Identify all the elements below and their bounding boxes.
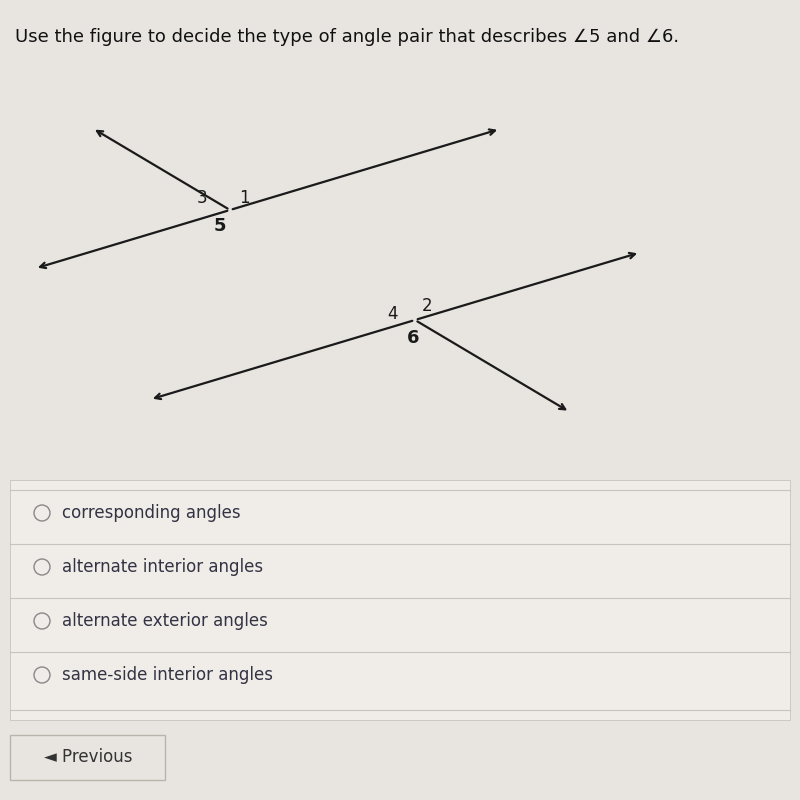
Text: Use the figure to decide the type of angle pair that describes ∠5 and ∠6.: Use the figure to decide the type of ang… bbox=[15, 28, 679, 46]
Text: alternate exterior angles: alternate exterior angles bbox=[62, 612, 268, 630]
Text: alternate interior angles: alternate interior angles bbox=[62, 558, 263, 576]
Text: 5: 5 bbox=[214, 217, 226, 235]
Text: 2: 2 bbox=[422, 297, 432, 315]
FancyBboxPatch shape bbox=[10, 735, 165, 780]
Text: corresponding angles: corresponding angles bbox=[62, 504, 241, 522]
Text: ◄ Previous: ◄ Previous bbox=[44, 749, 132, 766]
FancyBboxPatch shape bbox=[10, 480, 790, 720]
Text: same-side interior angles: same-side interior angles bbox=[62, 666, 273, 684]
Text: 1: 1 bbox=[238, 189, 250, 207]
Text: 6: 6 bbox=[406, 329, 419, 347]
Text: 4: 4 bbox=[388, 305, 398, 323]
Text: 3: 3 bbox=[197, 189, 207, 207]
